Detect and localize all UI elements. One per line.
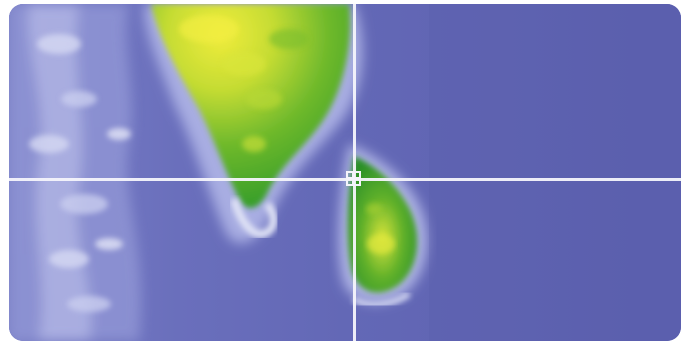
island-landmass: [347, 156, 418, 293]
peninsula-coast: [230, 197, 278, 239]
eastern-sea-texture: [429, 4, 681, 341]
peninsula-landmass: [151, 4, 351, 209]
crosshair-horizontal-line: [9, 178, 681, 181]
island-coast: [352, 291, 411, 308]
map-canvas[interactable]: [9, 4, 681, 341]
western-shelf-texture: [29, 34, 131, 312]
map-viewport[interactable]: [9, 4, 681, 341]
peninsula-relief: [179, 15, 309, 152]
crosshair-center-icon[interactable]: [346, 171, 361, 186]
western-shelf: [9, 4, 142, 341]
island-relief: [366, 203, 395, 254]
